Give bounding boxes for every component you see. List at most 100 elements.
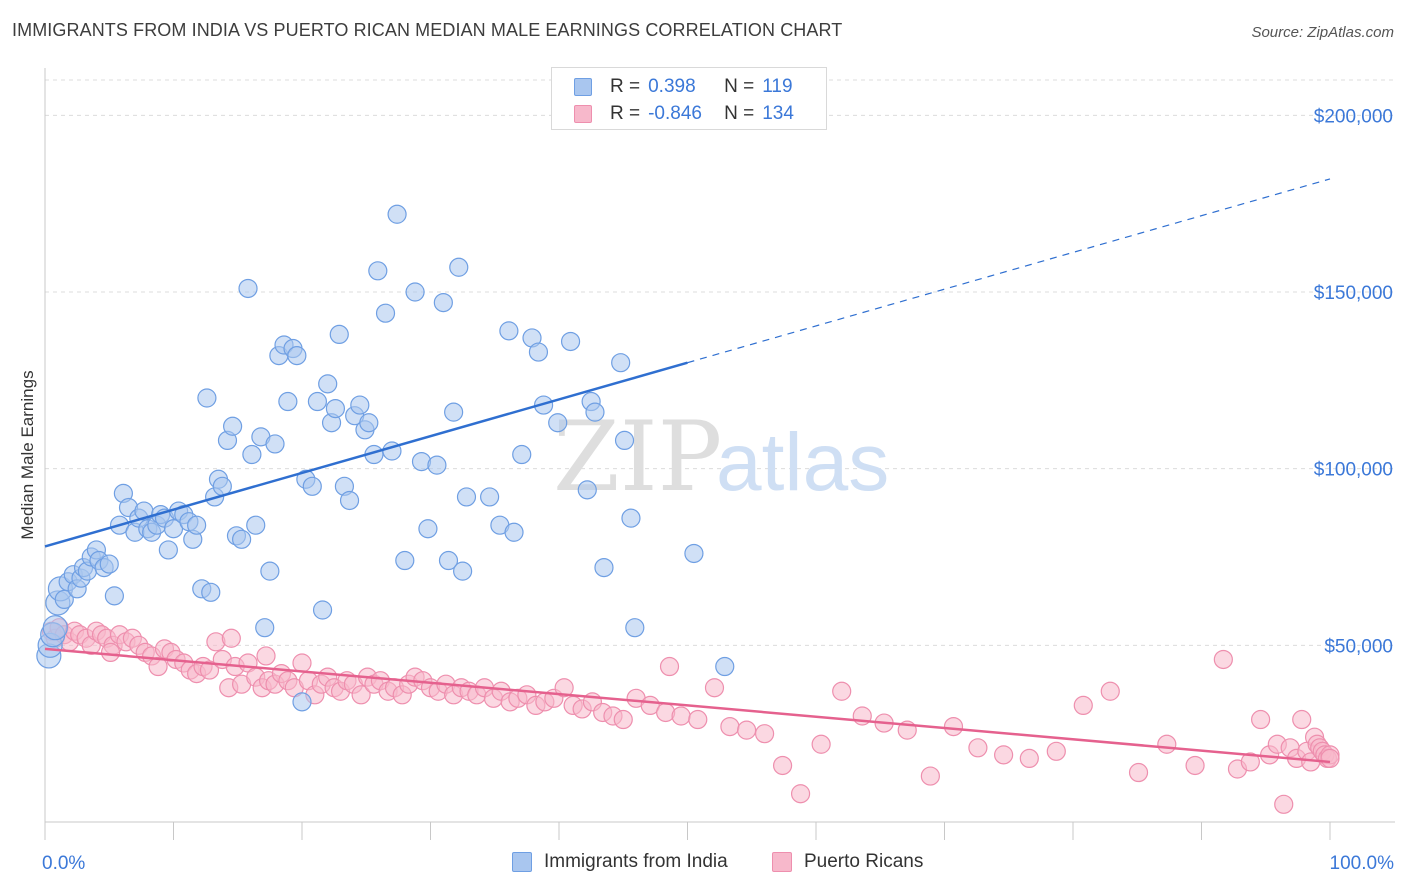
point-india <box>287 346 307 366</box>
point-puerto-ricans <box>256 646 276 666</box>
point-india <box>585 402 605 422</box>
point-puerto-ricans <box>1292 709 1312 730</box>
point-puerto-ricans <box>221 628 241 648</box>
point-india <box>197 388 217 408</box>
point-puerto-ricans <box>100 642 121 663</box>
point-puerto-ricans <box>688 709 708 730</box>
point-india <box>350 395 370 415</box>
point-india <box>684 543 704 564</box>
y-axis-label: Median Male Earnings <box>18 370 37 539</box>
point-india <box>278 391 298 412</box>
trend-line-india <box>44 361 688 548</box>
point-puerto-ricans <box>754 724 775 744</box>
trend-line-puerto-ricans <box>44 647 1331 764</box>
point-puerto-ricans <box>1157 734 1177 754</box>
x-tick-label: 100.0% <box>1330 853 1395 874</box>
point-puerto-ricans <box>1073 695 1093 716</box>
legend-n-label: N = <box>724 103 755 124</box>
legend-n-value-puerto-ricans: 134 <box>762 103 794 124</box>
point-india <box>614 430 635 450</box>
legend-row-india: R = 0.398 N = 119 <box>574 74 793 100</box>
point-india <box>260 561 280 581</box>
point-puerto-ricans <box>920 766 940 786</box>
point-india <box>594 557 614 578</box>
point-india <box>359 413 379 433</box>
point-puerto-ricans <box>1320 748 1340 769</box>
point-puerto-ricans <box>659 656 680 677</box>
point-india <box>438 550 459 571</box>
point-india <box>577 480 597 500</box>
point-puerto-ricans <box>737 720 757 740</box>
point-india <box>375 303 396 323</box>
points-india <box>36 204 735 712</box>
point-india <box>560 331 581 352</box>
point-puerto-ricans <box>613 709 633 730</box>
point-india <box>307 391 328 412</box>
point-india <box>611 353 631 373</box>
point-india <box>449 257 469 277</box>
point-india <box>715 656 735 677</box>
point-india <box>405 282 425 302</box>
point-india <box>395 550 415 571</box>
grid-lines <box>45 79 1395 646</box>
point-india <box>621 508 641 528</box>
point-india <box>158 540 178 560</box>
point-india <box>302 476 322 496</box>
point-india <box>187 515 207 535</box>
bottom-legend-label-india: Immigrants from India <box>544 851 728 872</box>
point-puerto-ricans <box>554 678 574 698</box>
point-india <box>427 455 447 475</box>
chart-source: Source: ZipAtlas.com <box>1251 24 1394 41</box>
trend-lines <box>44 178 1331 764</box>
legend: R = 0.398 N = 119 R = -0.846 N = 134 <box>551 67 827 130</box>
point-puerto-ricans <box>199 660 220 680</box>
watermark-zip: ZIP <box>553 401 722 513</box>
point-puerto-ricans <box>351 685 371 705</box>
y-tick-label: $200,000 <box>1314 106 1393 127</box>
point-puerto-ricans <box>720 716 740 737</box>
point-puerto-ricans <box>832 681 852 701</box>
legend-r-label: R = <box>610 103 641 124</box>
point-india <box>339 490 360 511</box>
point-puerto-ricans <box>1128 762 1149 783</box>
point-india <box>453 561 473 581</box>
points-puerto-ricans <box>41 618 1340 814</box>
tick-labels: $50,000 $100,000 $150,000 $200,000 0.0% 100.0… <box>42 106 1394 874</box>
point-india <box>329 324 349 344</box>
point-india <box>104 586 124 606</box>
point-india <box>387 204 407 224</box>
point-puerto-ricans <box>704 678 725 698</box>
point-puerto-ricans <box>811 734 831 754</box>
point-india <box>242 444 262 465</box>
point-india <box>504 522 524 542</box>
point-india <box>433 293 453 313</box>
point-india <box>368 261 388 281</box>
bottom-legend-label-puerto-ricans: Puerto Ricans <box>804 851 924 872</box>
trend-line-india-extension <box>687 178 1331 364</box>
legend-swatch-india <box>574 78 592 96</box>
legend-n-label: N = <box>724 76 755 97</box>
point-india <box>456 487 477 507</box>
point-india <box>480 487 500 507</box>
bottom-legend-swatch-puerto-ricans <box>772 852 792 872</box>
bottom-legend-puerto-ricans: Puerto Ricans <box>772 851 923 873</box>
point-puerto-ricans <box>1185 755 1205 776</box>
point-india <box>444 402 464 422</box>
point-puerto-ricans <box>1240 752 1260 772</box>
legend-r-value-puerto-ricans: -0.846 <box>648 103 702 124</box>
point-india <box>201 582 221 602</box>
point-india <box>528 342 549 362</box>
legend-r-value-india: 0.398 <box>648 76 696 97</box>
point-india <box>223 416 243 436</box>
point-puerto-ricans <box>671 706 691 726</box>
y-tick-label: $150,000 <box>1314 283 1393 304</box>
point-india <box>292 692 312 712</box>
point-puerto-ricans <box>994 745 1014 765</box>
watermark: ZIP atlas <box>553 401 889 513</box>
point-puerto-ricans <box>1213 649 1233 670</box>
bottom-legend-swatch-india <box>512 852 532 872</box>
legend-row-puerto-ricans: R = -0.846 N = 134 <box>574 101 794 127</box>
point-india <box>512 444 532 465</box>
point-india <box>238 278 258 299</box>
